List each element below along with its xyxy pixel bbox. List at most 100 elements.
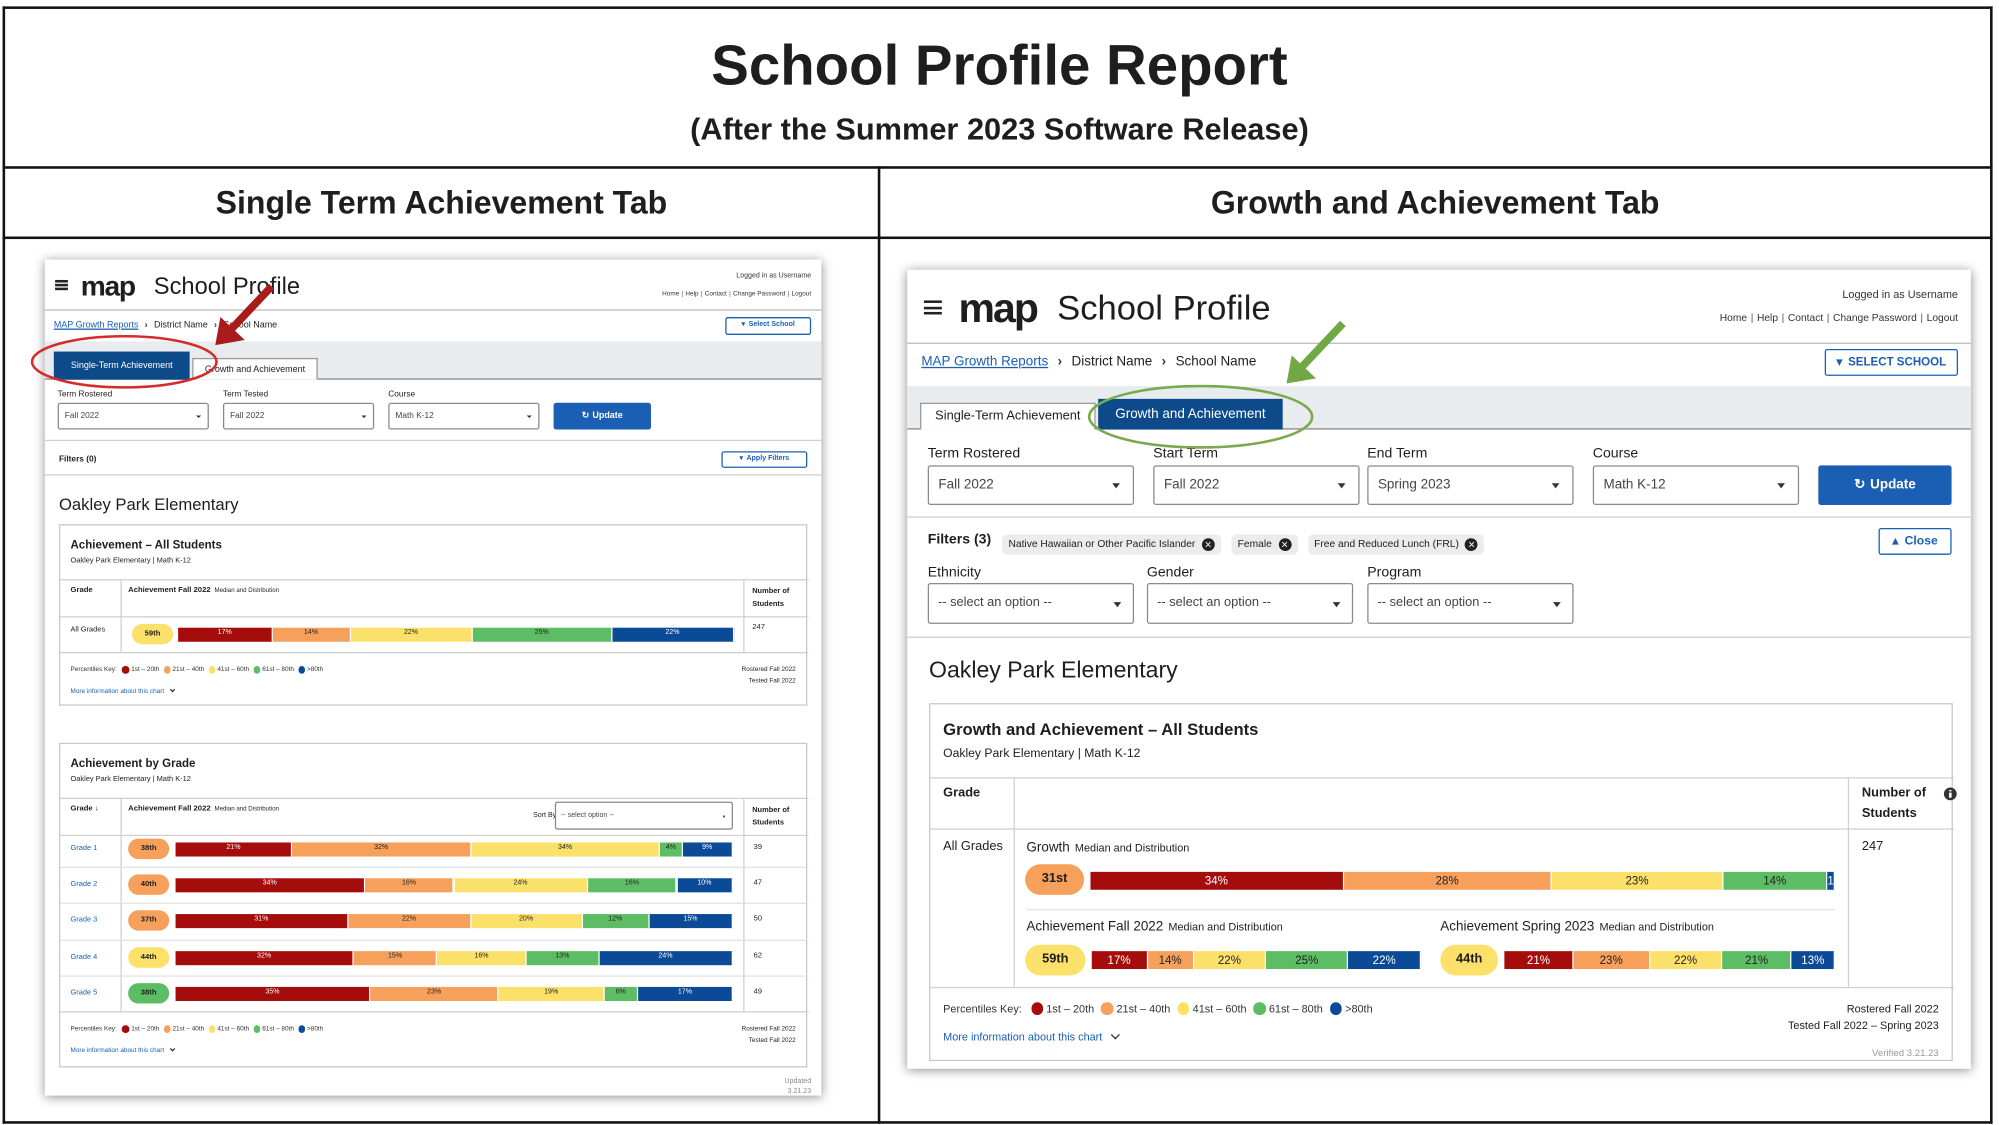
field-dropdown[interactable]: Fall 2022 [1153,465,1360,505]
frame-border [1990,6,1993,1124]
grade-link[interactable]: Grade 3 [70,916,98,924]
student-count: 39 [753,844,763,852]
filter-dropdown[interactable]: -- select an option -- [1367,582,1574,624]
update-button[interactable]: Update [553,402,651,430]
update-button[interactable]: Update [1818,465,1952,505]
sort-dropdown[interactable]: -- select option -- [554,801,733,830]
divider [930,986,1955,989]
tab[interactable]: Single-Term Achievement [920,402,1096,430]
bar-segment-label: 15% [683,915,698,924]
key-swatch [253,666,261,674]
key-swatch [208,666,216,674]
key-label: Percentiles Key: [70,666,117,674]
chip-remove[interactable] [1465,538,1479,552]
note: Rostered Fall 2022 [741,666,796,674]
card-subtitle: Oakley Park Elementary | Math K-12 [943,746,1141,762]
header-link[interactable]: Help [1747,312,1778,324]
grade-link[interactable]: Grade 4 [70,953,98,961]
frame-border [2,236,1993,240]
chip-remove[interactable] [1278,538,1292,552]
divider [930,777,1955,779]
bar-segment-label: 16% [474,952,489,961]
key-swatch [122,1025,130,1033]
header-link[interactable]: Home [662,290,680,298]
divider [60,834,809,837]
select-school-button[interactable]: SELECT SCHOOL [1824,349,1958,376]
info-icon [1943,787,1957,801]
menu-icon-bar [923,300,942,303]
student-count: 62 [753,952,763,961]
tab-label[interactable]: Single-Term Achievement [70,361,173,371]
button-label[interactable]: Update [1854,478,1916,491]
tab-label[interactable]: Growth and Achievement [204,364,306,374]
column-header: Number of [752,806,790,814]
metric-label: Achievement Fall 2022 Median and Distribu… [1026,919,1282,935]
grade-link[interactable]: Grade 5 [70,988,98,997]
tab[interactable]: Growth and Achievement [1098,398,1283,430]
tab[interactable]: Growth and Achievement [192,357,318,380]
divider [120,797,122,1012]
card: Achievement – All Students Oakley Park El… [58,524,809,706]
header-link[interactable]: Contact [699,290,727,298]
bar-segment: 14% [1723,871,1828,890]
header-link[interactable]: Contact [1778,312,1823,324]
grade-link[interactable]: Grade 1 [70,844,98,853]
median-label: 59th [144,630,161,638]
header-link[interactable]: Logout [785,290,812,298]
bar-segment: 17% [178,627,273,642]
field-dropdown[interactable]: Fall 2022 [222,402,375,430]
header-link[interactable]: Change Password [727,290,785,298]
filter-dropdown[interactable]: -- select an option -- [1146,582,1354,624]
key-item: 21st – 40th [1116,1002,1171,1015]
bar-segment: 25% [1266,951,1349,970]
bar-segment: 32% [175,950,354,965]
filter-chip[interactable]: Free and Reduced Lunch (FRL) [1307,534,1485,556]
button-label[interactable]: Apply Filters [739,455,790,463]
button-label[interactable]: Close [1892,535,1938,547]
header-link[interactable]: Logout [1917,312,1958,324]
field-dropdown[interactable]: Math K-12 [1592,465,1800,505]
divider [907,636,1971,638]
field-dropdown[interactable]: Fall 2022 [927,465,1135,505]
school-name: Oakley Park Elementary [58,494,239,515]
filter-chip[interactable]: Native Hawaiian or Other Pacific Islande… [1002,534,1221,556]
select-school-button[interactable]: Select School [725,317,812,335]
breadcrumb-item[interactable]: MAP Growth Reports [53,320,139,330]
bar-segment-label: 17% [1107,953,1131,966]
bar-segment-label: 34% [1204,873,1228,887]
measure-label: Achievement Fall 2022 [128,587,211,595]
bar-segment-label: 23% [427,988,442,997]
field-dropdown[interactable]: Math K-12 [388,402,540,430]
tab[interactable]: Single-Term Achievement [53,351,190,380]
divider [60,579,809,581]
tab-label[interactable]: Growth and Achievement [1115,406,1266,422]
chip-remove[interactable] [1201,538,1215,552]
apply-filters-button[interactable]: Apply Filters [721,451,808,468]
button-label[interactable]: SELECT SCHOOL [1837,356,1946,369]
filter-chip[interactable]: Female [1231,534,1298,556]
field-dropdown[interactable]: Fall 2022 [57,402,209,430]
header-link[interactable]: Help [679,290,698,298]
bar-segment: 10% [677,877,733,892]
bar-segment-label: 31% [254,915,269,924]
column-header: Achievement Fall 2022 Median and Distribu… [128,587,279,596]
header-link[interactable]: Change Password [1823,312,1917,324]
filter-dropdown[interactable]: -- select an option -- [927,582,1135,624]
user-status: Logged in as Username [736,271,812,280]
bar-segment: 19% [498,986,605,1001]
more-info-link[interactable]: More information about this chart [70,1047,174,1055]
median-pill: 38th [128,838,170,860]
close-filters-button[interactable]: Close [1878,527,1952,555]
breadcrumb-item[interactable]: MAP Growth Reports [921,353,1049,370]
button-label[interactable]: Update [582,412,622,421]
more-info-link[interactable]: More information about this chart [943,1030,1118,1043]
bar-segment: 4% [660,841,683,856]
more-info-link[interactable]: More information about this chart [70,688,174,696]
field-dropdown[interactable]: Spring 2023 [1367,465,1574,505]
tab-label[interactable]: Single-Term Achievement [935,409,1081,424]
grade-link[interactable]: Grade 2 [70,880,98,888]
button-label[interactable]: Select School [742,322,795,329]
bar-segment: 22% [611,627,735,642]
header-link[interactable]: Home [1719,312,1748,324]
